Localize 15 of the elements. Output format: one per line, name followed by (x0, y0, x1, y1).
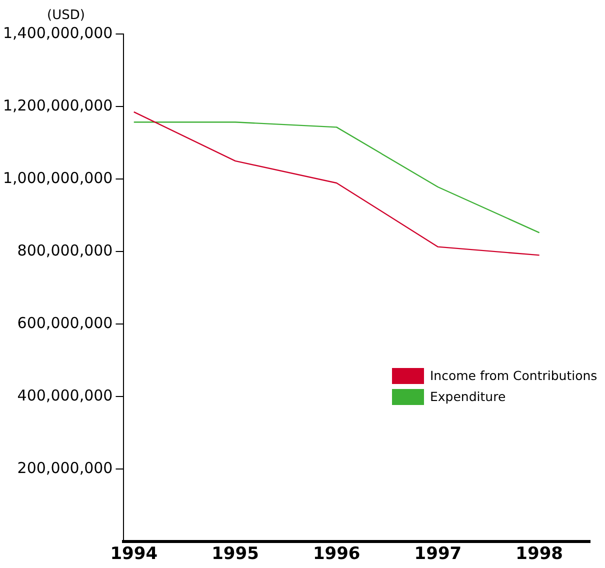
x-tick-label: 1997 (414, 544, 462, 564)
y-tick-label: 200,000,000 (17, 458, 113, 477)
y-tick-label: 400,000,000 (17, 386, 113, 404)
y-tick-label: 1,000,000,000 (2, 168, 113, 187)
y-tick-label: 600,000,000 (17, 314, 113, 332)
x-tick-label: 1996 (312, 544, 360, 564)
legend-label: Expenditure (430, 389, 506, 404)
x-tick-label: 1995 (212, 544, 259, 564)
y-tick-label: 800,000,000 (17, 241, 113, 260)
x-tick-label: 1994 (110, 544, 158, 564)
y-tick-label: 1,200,000,000 (2, 96, 113, 114)
x-tick-label: 1998 (516, 544, 563, 564)
y-tick-label: 1,400,000,000 (2, 24, 113, 42)
legend-label: Income from Contributions (430, 368, 598, 383)
y-axis-title: (USD) (47, 8, 85, 23)
